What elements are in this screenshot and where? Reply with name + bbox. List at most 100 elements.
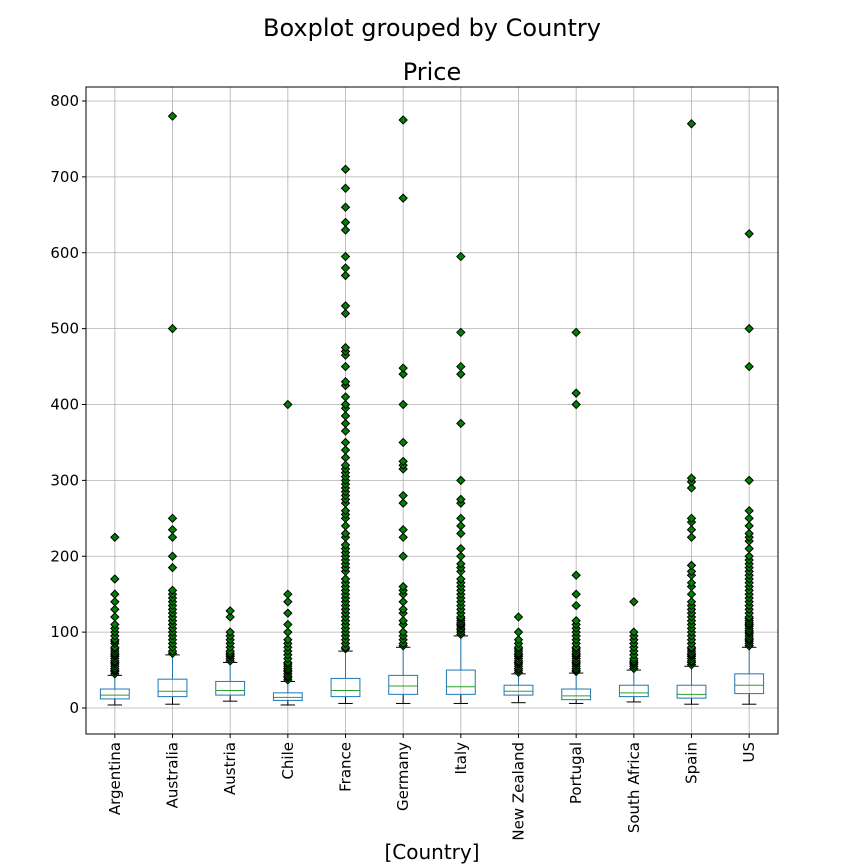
- x-tick-label: Spain: [683, 742, 701, 784]
- flier-point: [744, 229, 754, 239]
- flier-point: [398, 437, 408, 448]
- y-tick-label: 500: [50, 320, 79, 338]
- flier-point: [398, 532, 408, 542]
- x-axis: Argentina Australia Austria Chile France Germ…: [106, 734, 758, 841]
- flier-point: [571, 616, 581, 626]
- flier-point: [513, 635, 524, 645]
- flier-point: [340, 437, 351, 448]
- flier-point: [283, 608, 293, 618]
- flier-point: [398, 193, 408, 203]
- x-tick-label: Portugal: [567, 742, 585, 804]
- box-iqr: [445, 669, 476, 695]
- flier-point: [744, 513, 754, 524]
- flier-point: [340, 411, 351, 421]
- flier-point: [456, 574, 466, 584]
- box-iqr: [676, 684, 707, 699]
- flier-point: [110, 619, 120, 630]
- box-iqr: [388, 674, 419, 695]
- flier-point: [283, 399, 293, 410]
- flier-point: [456, 475, 466, 486]
- box-france: [330, 650, 361, 704]
- flier-point: [340, 574, 351, 584]
- flier-point: [110, 597, 120, 607]
- box-germany: [388, 646, 419, 704]
- flier-point: [398, 616, 408, 626]
- flier-point: [629, 597, 639, 607]
- x-tick-label: US: [740, 742, 758, 763]
- flier-point: [398, 490, 408, 501]
- x-tick-label: France: [337, 742, 355, 792]
- flier-point: [340, 418, 351, 429]
- flier-point: [225, 606, 235, 616]
- x-tick-label: Austria: [221, 742, 239, 795]
- box-australia: [157, 654, 188, 705]
- boxes: [99, 635, 765, 706]
- flier-point: [513, 612, 524, 622]
- flier-point: [744, 361, 754, 372]
- flier-point: [340, 308, 351, 319]
- box-iqr: [561, 688, 592, 701]
- flier-point: [167, 551, 178, 561]
- flier-point: [571, 600, 581, 611]
- flier-point: [456, 494, 466, 505]
- box-iqr: [330, 677, 361, 698]
- flier-point: [398, 597, 408, 607]
- flier-point: [167, 513, 178, 524]
- box-iqr: [734, 673, 765, 695]
- flier-point: [686, 524, 697, 535]
- flier-point: [340, 540, 351, 550]
- y-tick-label: 400: [50, 396, 79, 414]
- flier-point: [340, 506, 351, 516]
- y-tick-label: 700: [50, 168, 79, 186]
- flier-point: [340, 270, 351, 281]
- box-chile: [272, 680, 303, 706]
- flier-point: [167, 524, 178, 535]
- flier-point: [744, 551, 754, 561]
- box-iqr: [503, 684, 534, 696]
- y-tick-label: 300: [50, 471, 79, 489]
- flier-point: [398, 363, 408, 373]
- flier-point: [686, 532, 697, 542]
- box-iqr: [618, 684, 649, 698]
- flier-point: [340, 377, 351, 387]
- flier-point: [513, 627, 524, 637]
- flier-point: [398, 369, 408, 379]
- x-tick-label: New Zealand: [510, 742, 528, 841]
- flier-point: [398, 524, 408, 535]
- flier-point: [340, 202, 351, 212]
- y-tick-label: 100: [50, 623, 79, 641]
- x-tick-label: Australia: [164, 742, 182, 808]
- flier-point: [398, 551, 408, 561]
- flier-point: [398, 115, 408, 125]
- flier-point: [340, 225, 351, 235]
- flier-point: [283, 627, 293, 637]
- flier-point: [398, 456, 408, 467]
- flier-point: [398, 581, 408, 592]
- box-iqr: [157, 678, 188, 698]
- flier-point: [110, 612, 120, 622]
- flier-point: [456, 418, 466, 429]
- flier-point: [744, 521, 754, 531]
- box-iqr: [272, 692, 303, 701]
- y-tick-label: 0: [69, 699, 79, 717]
- box-us: [734, 646, 765, 705]
- box-iqr: [99, 688, 130, 700]
- flier-point: [340, 251, 351, 262]
- flier-point: [340, 301, 351, 311]
- flier-point: [110, 604, 120, 615]
- x-axis-label: [Country]: [384, 840, 479, 864]
- flier-point: [629, 627, 639, 637]
- flier-point: [456, 369, 466, 379]
- flier-point: [340, 183, 351, 193]
- flier-point: [340, 528, 351, 539]
- flier-point: [340, 392, 351, 402]
- flier-point: [283, 597, 293, 607]
- flier-point: [686, 597, 697, 607]
- flier-point: [456, 513, 466, 524]
- flier-point: [456, 559, 466, 569]
- box-iqr: [215, 680, 246, 696]
- x-tick-label: Chile: [279, 742, 297, 780]
- flier-point: [283, 635, 293, 645]
- flier-point: [167, 562, 178, 573]
